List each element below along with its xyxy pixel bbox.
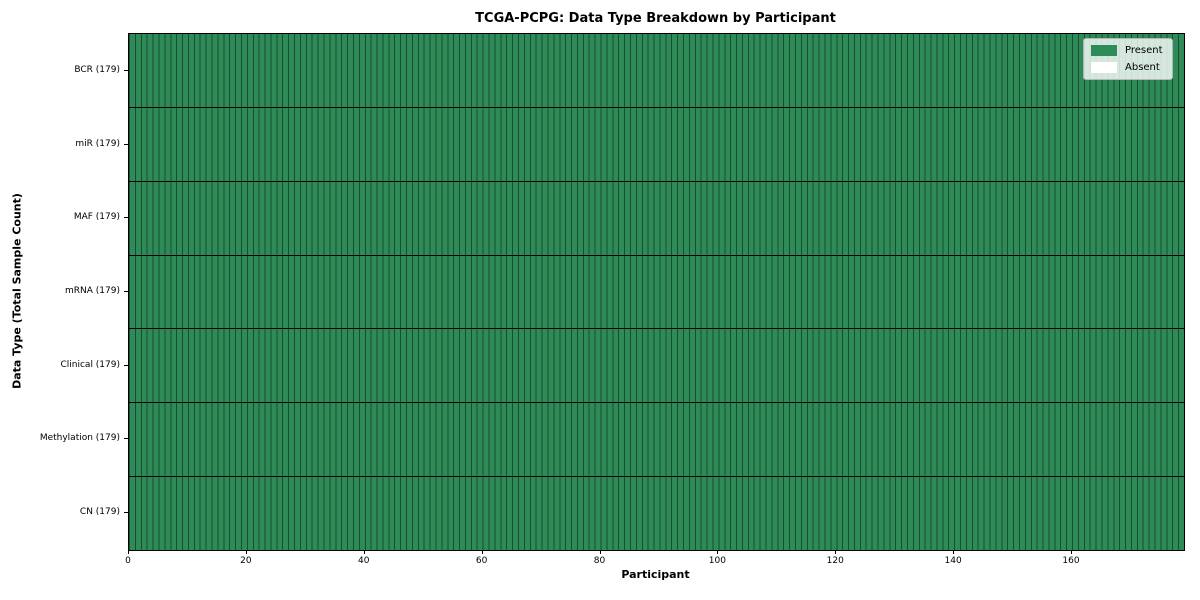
legend-item-absent: Absent	[1091, 62, 1163, 73]
legend: Present Absent	[1083, 38, 1173, 80]
x-tick-mark	[1071, 550, 1073, 554]
row-separator	[129, 328, 1184, 330]
row-separator	[129, 475, 1184, 477]
chart-title: TCGA-PCPG: Data Type Breakdown by Partic…	[475, 11, 836, 26]
y-tick-mark	[124, 217, 128, 219]
row-separator	[129, 402, 1184, 404]
y-tick-mark	[124, 438, 128, 440]
y-tick-label: CN (179)	[79, 507, 120, 518]
x-tick-label: 100	[708, 556, 726, 566]
x-tick-mark	[599, 550, 601, 554]
y-tick-label: BCR (179)	[74, 64, 120, 75]
x-tick-label: 140	[944, 556, 962, 566]
heatmap-plot-area	[128, 33, 1185, 551]
x-tick-label: 80	[593, 556, 606, 566]
y-tick-mark	[124, 364, 128, 366]
x-tick-mark	[835, 550, 837, 554]
y-tick-mark	[124, 512, 128, 514]
x-tick-mark	[245, 550, 247, 554]
y-axis-label: Data Type (Total Sample Count)	[10, 193, 24, 389]
y-tick-label: Clinical (179)	[60, 359, 120, 370]
row-separator	[129, 180, 1184, 182]
legend-item-present: Present	[1091, 45, 1163, 56]
x-tick-label: 160	[1062, 556, 1080, 566]
x-tick-mark	[481, 550, 483, 554]
x-tick-label: 120	[826, 556, 844, 566]
x-tick-label: 60	[475, 556, 488, 566]
row-separator	[129, 107, 1184, 109]
x-tick-mark	[717, 550, 719, 554]
y-tick-label: Methylation (179)	[39, 433, 120, 444]
x-tick-mark	[128, 550, 129, 554]
y-tick-label: MAF (179)	[73, 212, 120, 223]
x-tick-mark	[953, 550, 955, 554]
x-tick-mark	[363, 550, 365, 554]
y-tick-label: mRNA (179)	[65, 286, 120, 296]
x-tick-label: 20	[240, 556, 252, 566]
legend-label-present: Present	[1125, 44, 1163, 56]
x-tick-label: 40	[358, 556, 370, 566]
y-tick-mark	[124, 69, 128, 71]
present-swatch	[1091, 45, 1117, 56]
legend-label-absent: Absent	[1125, 61, 1160, 73]
absent-swatch	[1091, 62, 1117, 73]
y-tick-mark	[124, 143, 128, 145]
y-tick-label: miR (179)	[75, 138, 120, 149]
row-separator	[129, 254, 1184, 256]
y-tick-mark	[124, 291, 128, 292]
x-axis-label: Participant	[621, 568, 690, 581]
x-tick-label: 0	[125, 556, 131, 566]
